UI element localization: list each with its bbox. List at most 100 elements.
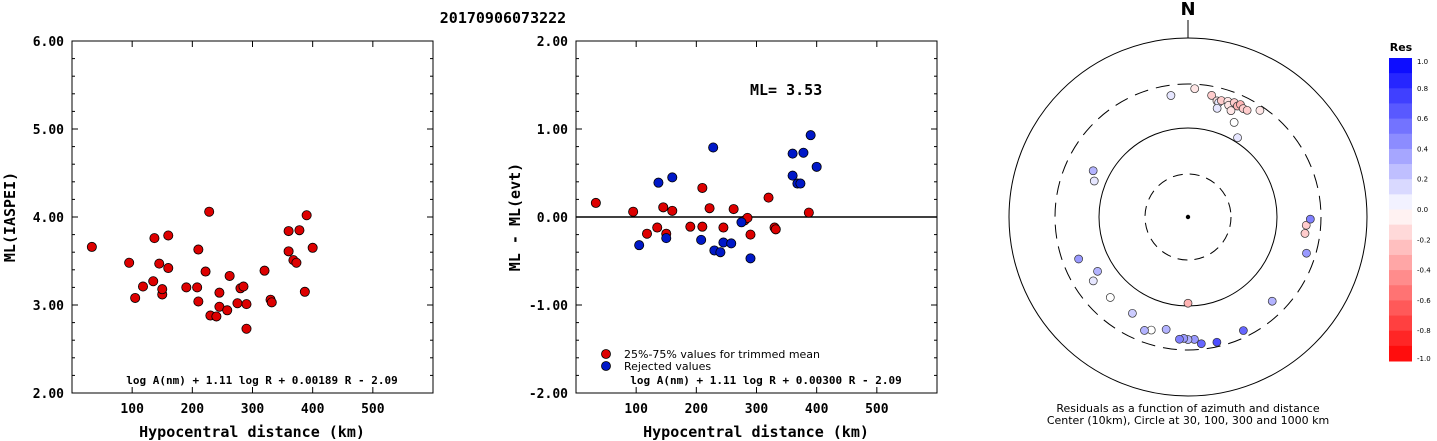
- rejected-point: [787, 170, 798, 181]
- x-tick-label: 100: [624, 402, 648, 417]
- legend-label-trimmed: 25%-75% values for trimmed mean: [624, 348, 820, 361]
- y-axis-label-1: ML(IASPEI): [1, 172, 19, 262]
- data-point: [163, 230, 174, 241]
- ml-annotation: ML= 3.53: [750, 81, 822, 99]
- rejected-point: [634, 240, 645, 251]
- y-tick-label: -1.00: [529, 299, 568, 314]
- rejected-point: [653, 177, 664, 188]
- plot-frame-1: [71, 40, 434, 394]
- data-point: [259, 265, 270, 276]
- data-point: [86, 241, 97, 252]
- legend-swatch-rejected: [601, 361, 611, 371]
- data-point: [294, 225, 305, 236]
- data-point: [157, 284, 168, 295]
- rejected-point: [661, 233, 672, 244]
- data-point: [299, 286, 310, 297]
- x-tick-label: 400: [805, 402, 829, 417]
- rejected-point: [745, 253, 756, 264]
- colorbar-cell: [1389, 179, 1412, 195]
- colorbar-cell: [1389, 73, 1412, 89]
- data-point: [222, 305, 233, 316]
- data-point: [149, 233, 160, 244]
- data-point: [291, 257, 302, 268]
- data-point: [137, 281, 148, 292]
- legend-swatch-trimmed: [601, 349, 611, 359]
- rejected-point: [798, 147, 809, 158]
- formula-2: log A(nm) + 1.11 log R + 0.00300 R - 2.0…: [630, 374, 902, 387]
- colorbar-cell: [1389, 133, 1412, 150]
- caption-line-1: Residuals as a function of azimuth and d…: [1056, 402, 1319, 415]
- data-point: [124, 257, 135, 268]
- axis-ticks-2: 100 200 300 400 500 -2.00 -1.00 0.00 1.00 2.00: [529, 35, 937, 417]
- y-tick-label: 2.00: [537, 35, 568, 50]
- y-tick-label: 1.00: [537, 123, 568, 138]
- y-tick-label: 4.00: [33, 211, 64, 226]
- trimmed-point: [697, 221, 708, 232]
- ring-30km: [1144, 173, 1232, 261]
- y-tick-label: 0.00: [537, 211, 568, 226]
- colorbar-tick-label: -0.2: [1417, 236, 1431, 244]
- caption-line-2: Center (10km), Circle at 30, 100, 300 an…: [1047, 414, 1329, 427]
- polar-point: [1267, 296, 1277, 306]
- chart-ml-iaspei: 100 200 300 400 500 2.00 3.00 4.00 5.00 6.00 Hypo…: [1, 35, 434, 441]
- rejected-point: [811, 161, 822, 172]
- data-point: [266, 297, 277, 308]
- center-point: [1185, 214, 1191, 220]
- formula-1: log A(nm) + 1.11 log R + 0.00189 R - 2.0…: [126, 374, 398, 387]
- y-tick-label: 5.00: [33, 123, 64, 138]
- trimmed-point: [652, 222, 663, 233]
- polar-point: [1242, 105, 1252, 115]
- trimmed-point: [718, 222, 729, 233]
- colorbar: Res 1.0 0.8 0.6 0.4 0.2 0.0 -0.2 -0.4 -0.6 -0.8 -1…: [1389, 41, 1431, 363]
- polar-point: [1093, 266, 1102, 276]
- colorbar-cell: [1389, 239, 1412, 256]
- axis-ticks-1: 100 200 300 400 500 2.00 3.00 4.00 5.00 6.00: [33, 35, 433, 417]
- colorbar-tick-label: 1.0: [1417, 58, 1428, 66]
- y-tick-label: -2.00: [529, 387, 568, 402]
- rejected-point: [726, 238, 737, 249]
- chart-ml-residual: 100 200 300 400 500 -2.00 -1.00 0.00 1.00 2.00 Hy…: [506, 35, 938, 441]
- polar-point: [1226, 106, 1236, 115]
- x-tick-label: 500: [361, 402, 385, 417]
- data-point: [181, 282, 192, 293]
- colorbar-cell: [1389, 224, 1412, 241]
- polar-point: [1301, 220, 1311, 230]
- x-tick-label: 300: [745, 402, 769, 417]
- colorbar-cell: [1389, 194, 1412, 210]
- colorbar-tick-label: 0.6: [1417, 115, 1429, 123]
- data-point: [301, 210, 312, 221]
- y-tick-label: 3.00: [33, 299, 64, 314]
- legend-label-rejected: Rejected values: [624, 360, 711, 373]
- trimmed-point: [770, 224, 781, 235]
- polar-point: [1305, 214, 1315, 224]
- trimmed-point: [658, 202, 669, 213]
- x-tick-label: 500: [865, 402, 889, 417]
- colorbar-tick-label: -1.0: [1417, 355, 1431, 363]
- trimmed-point: [763, 192, 774, 203]
- data-point: [211, 311, 222, 322]
- polar-point: [1088, 276, 1098, 286]
- data-point: [214, 287, 225, 298]
- polar-point: [1255, 106, 1265, 115]
- trimmed-point: [704, 203, 715, 214]
- trimmed-point: [728, 204, 739, 215]
- colorbar-cells: [1389, 58, 1412, 362]
- chart-azimuth-residual: N Residuals as a function of azimuth and…: [1008, 0, 1368, 427]
- data-point: [200, 266, 211, 277]
- rejected-point: [787, 148, 798, 159]
- y-tick-label: 6.00: [33, 35, 64, 50]
- colorbar-title: Res: [1390, 41, 1413, 54]
- colorbar-cell: [1389, 254, 1412, 271]
- data-point: [148, 276, 159, 287]
- data-point: [283, 246, 294, 257]
- colorbar-cell: [1389, 285, 1412, 301]
- polar-point: [1105, 293, 1115, 302]
- rejected-point: [667, 172, 678, 183]
- ring-1000km: [1008, 37, 1368, 397]
- colorbar-tick-label: 0.4: [1417, 145, 1429, 153]
- polar-point: [1074, 254, 1083, 264]
- polar-point: [1161, 325, 1171, 334]
- colorbar-tick-label: -0.4: [1417, 267, 1431, 275]
- polar-point: [1212, 337, 1222, 347]
- data-point: [283, 226, 294, 237]
